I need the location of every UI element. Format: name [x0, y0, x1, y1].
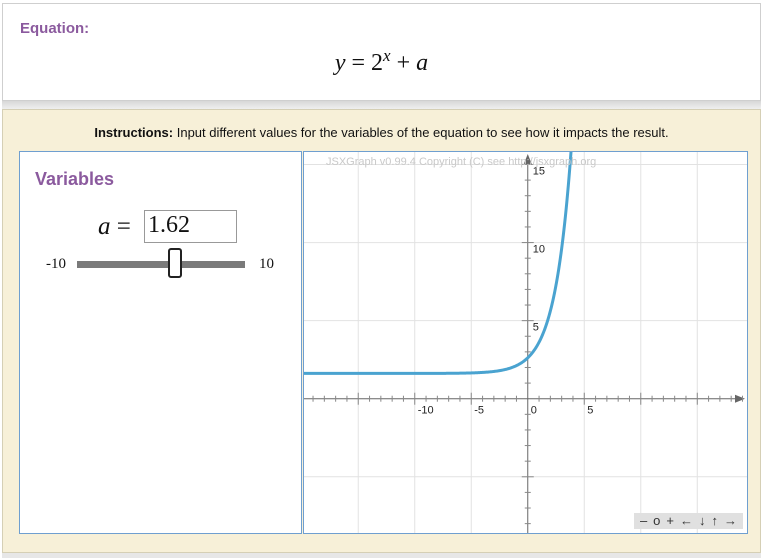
x-tick-label: 5 [587, 405, 593, 417]
x-tick-label: 0 [531, 405, 537, 417]
equation-equals: = [351, 50, 366, 76]
instructions-label: Instructions: [94, 125, 174, 140]
bottom-strip [2, 553, 761, 558]
variable-a-symbol: a [98, 213, 111, 240]
equation-formula: y = 2x + a [3, 46, 760, 77]
x-axis-arrow [735, 394, 745, 403]
equation-exponent: x [383, 46, 391, 65]
equation-label: Equation: [20, 20, 90, 37]
graph-canvas[interactable]: -10 -5 0 5 5 10 15 [304, 152, 747, 533]
y-axis-arrow [523, 154, 532, 164]
instructions: Instructions: Input different values for… [3, 125, 760, 140]
variable-a-input[interactable]: 1.62 [144, 210, 237, 243]
nav-zoom-out-button[interactable]: – [639, 513, 648, 528]
graph-copyright: JSXGraph v0.99.4 Copyright (C) see http:… [326, 156, 597, 168]
main-panel: Instructions: Input different values for… [2, 109, 761, 553]
equation-a: a [416, 50, 429, 76]
y-tick-label: 10 [533, 244, 545, 256]
nav-pan-up-button[interactable]: ↑ [711, 513, 719, 528]
x-tick-label: -10 [418, 405, 434, 417]
equation-base: 2 [371, 50, 384, 76]
slider-a-handle[interactable] [167, 248, 182, 278]
slider-min-label: -10 [46, 256, 66, 272]
nav-zoom-in-button[interactable]: + [666, 513, 674, 528]
nav-zoom-reset-button[interactable]: o [653, 513, 661, 528]
equation-panel: Equation: y = 2x + a [2, 3, 761, 101]
equation-y: y [334, 50, 346, 76]
equation-plus: + [396, 50, 411, 76]
slider-a-track[interactable] [77, 261, 245, 268]
x-tick-label: -5 [474, 405, 484, 417]
y-tick-label: 15 [533, 165, 545, 177]
graph-board[interactable]: -10 -5 0 5 5 10 15 JSXGraph v0.99.4 Copyright … [303, 151, 748, 534]
y-tick-label: 5 [533, 322, 539, 334]
variable-a-label: a = [98, 213, 131, 241]
slider-max-label: 10 [259, 256, 274, 272]
divider-strip [2, 101, 761, 109]
function-curve [304, 152, 573, 375]
nav-pan-right-button[interactable]: → [724, 513, 737, 528]
graph-navigation-bar: – o + ← ↓ ↑ → [633, 513, 743, 529]
instructions-text: Input different values for the variables… [176, 125, 669, 140]
variables-panel: Variables a = 1.62 -10 10 [19, 151, 302, 534]
variable-a-equals: = [116, 213, 131, 240]
nav-pan-left-button[interactable]: ← [680, 513, 693, 528]
variables-title: Variables [35, 169, 115, 189]
nav-pan-down-button[interactable]: ↓ [699, 513, 706, 528]
